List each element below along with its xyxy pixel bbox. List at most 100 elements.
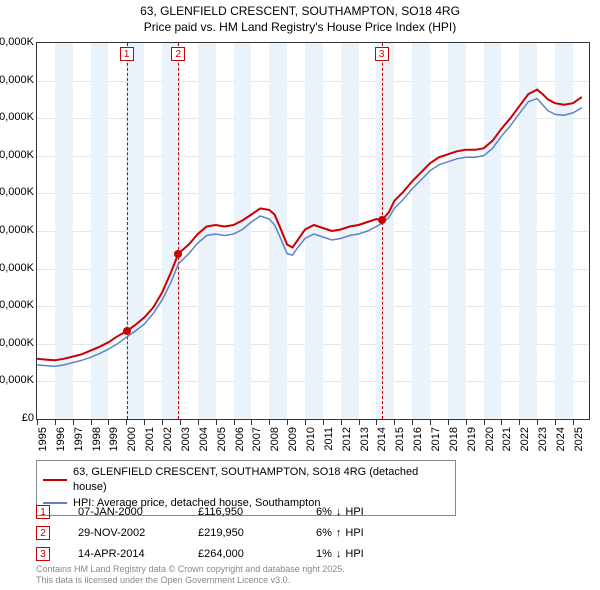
xtick-label: 2000	[126, 427, 138, 451]
xtick-label: 1999	[108, 427, 120, 451]
xtick-mark	[448, 419, 449, 425]
sale-date: 07-JAN-2000	[78, 502, 170, 523]
title-line-2: Price paid vs. HM Land Registry's House …	[0, 20, 600, 36]
sale-marker-box: 2	[171, 47, 185, 61]
sale-pct: 6%↑HPI	[316, 523, 396, 544]
xtick-mark	[305, 419, 306, 425]
series-hpi	[37, 99, 582, 367]
xtick-label: 2003	[180, 427, 192, 451]
sale-dot	[378, 216, 386, 224]
xtick-label: 2001	[144, 427, 156, 451]
xtick-mark	[55, 419, 56, 425]
chart-title: 63, GLENFIELD CRESCENT, SOUTHAMPTON, SO1…	[0, 0, 600, 35]
xtick-mark	[359, 419, 360, 425]
footer-line-1: Contains HM Land Registry data © Crown c…	[36, 564, 345, 575]
title-line-1: 63, GLENFIELD CRESCENT, SOUTHAMPTON, SO1…	[0, 4, 600, 20]
ytick-label: £500,000K	[0, 36, 34, 48]
footer-attribution: Contains HM Land Registry data © Crown c…	[36, 564, 345, 586]
ytick-label: £450,000K	[0, 74, 34, 86]
xtick-mark	[287, 419, 288, 425]
xtick-label: 1997	[73, 427, 85, 451]
xtick-label: 2017	[430, 427, 442, 451]
xtick-label: 2015	[394, 427, 406, 451]
sales-table: 1 07-JAN-2000 £116,950 6%↓HPI 2 29-NOV-2002 £2…	[36, 502, 396, 565]
xtick-label: 2016	[412, 427, 424, 451]
legend-label: 63, GLENFIELD CRESCENT, SOUTHAMPTON, SO1…	[73, 465, 449, 496]
legend-swatch	[43, 479, 67, 481]
xtick-label: 2025	[573, 427, 585, 451]
xtick-label: 1995	[37, 427, 49, 451]
xtick-mark	[376, 419, 377, 425]
legend-row: 63, GLENFIELD CRESCENT, SOUTHAMPTON, SO1…	[43, 465, 449, 496]
xtick-label: 2007	[251, 427, 263, 451]
xtick-mark	[519, 419, 520, 425]
xtick-mark	[430, 419, 431, 425]
chart-plot-area: 1995199619971998199920002001200220032004…	[36, 42, 590, 420]
sale-price: £264,000	[198, 544, 288, 565]
sale-row-marker: 1	[36, 505, 50, 519]
xtick-label: 2014	[376, 427, 388, 451]
xtick-label: 2008	[269, 427, 281, 451]
xtick-mark	[323, 419, 324, 425]
sale-row-marker: 2	[36, 526, 50, 540]
xtick-mark	[412, 419, 413, 425]
sale-date: 29-NOV-2002	[78, 523, 170, 544]
xtick-mark	[573, 419, 574, 425]
sale-price: £219,950	[198, 523, 288, 544]
xtick-mark	[216, 419, 217, 425]
ytick-label: £200,000K	[0, 262, 34, 274]
xtick-label: 2022	[519, 427, 531, 451]
sale-pct: 1%↓HPI	[316, 544, 396, 565]
xtick-mark	[394, 419, 395, 425]
sale-row: 1 07-JAN-2000 £116,950 6%↓HPI	[36, 502, 396, 523]
xtick-mark	[144, 419, 145, 425]
sale-row-marker: 3	[36, 547, 50, 561]
xtick-mark	[341, 419, 342, 425]
xtick-label: 1996	[55, 427, 67, 451]
sale-marker-box: 1	[120, 47, 134, 61]
xtick-label: 2009	[287, 427, 299, 451]
ytick-label: £0	[22, 412, 34, 424]
sale-dot	[174, 250, 182, 258]
xtick-mark	[108, 419, 109, 425]
xtick-label: 1998	[91, 427, 103, 451]
xtick-label: 2005	[216, 427, 228, 451]
xtick-mark	[180, 419, 181, 425]
xtick-mark	[73, 419, 74, 425]
xtick-label: 2024	[555, 427, 567, 451]
xtick-label: 2006	[234, 427, 246, 451]
ytick-label: £400,000K	[0, 111, 34, 123]
xtick-label: 2010	[305, 427, 317, 451]
ytick-label: £300,000K	[0, 186, 34, 198]
xtick-mark	[484, 419, 485, 425]
ytick-label: £150,000K	[0, 299, 34, 311]
sale-row: 3 14-APR-2014 £264,000 1%↓HPI	[36, 544, 396, 565]
footer-line-2: This data is licensed under the Open Gov…	[36, 575, 345, 586]
sale-pct: 6%↓HPI	[316, 502, 396, 523]
xtick-label: 2023	[537, 427, 549, 451]
xtick-label: 2019	[466, 427, 478, 451]
xtick-label: 2018	[448, 427, 460, 451]
xtick-mark	[126, 419, 127, 425]
xtick-mark	[234, 419, 235, 425]
xtick-mark	[37, 419, 38, 425]
ytick-label: £350,000K	[0, 149, 34, 161]
arrow-icon: ↑	[336, 523, 342, 544]
xtick-mark	[251, 419, 252, 425]
sale-price: £116,950	[198, 502, 288, 523]
sale-dot	[123, 327, 131, 335]
ytick-label: £250,000K	[0, 224, 34, 236]
xtick-mark	[91, 419, 92, 425]
xtick-label: 2002	[162, 427, 174, 451]
xtick-mark	[501, 419, 502, 425]
xtick-mark	[269, 419, 270, 425]
xtick-mark	[555, 419, 556, 425]
sale-marker-box: 3	[375, 47, 389, 61]
series-svg	[37, 43, 589, 419]
xtick-label: 2013	[359, 427, 371, 451]
xtick-label: 2004	[198, 427, 210, 451]
sale-date: 14-APR-2014	[78, 544, 170, 565]
xtick-label: 2020	[484, 427, 496, 451]
arrow-icon: ↓	[336, 544, 342, 565]
series-price_paid	[37, 90, 582, 361]
